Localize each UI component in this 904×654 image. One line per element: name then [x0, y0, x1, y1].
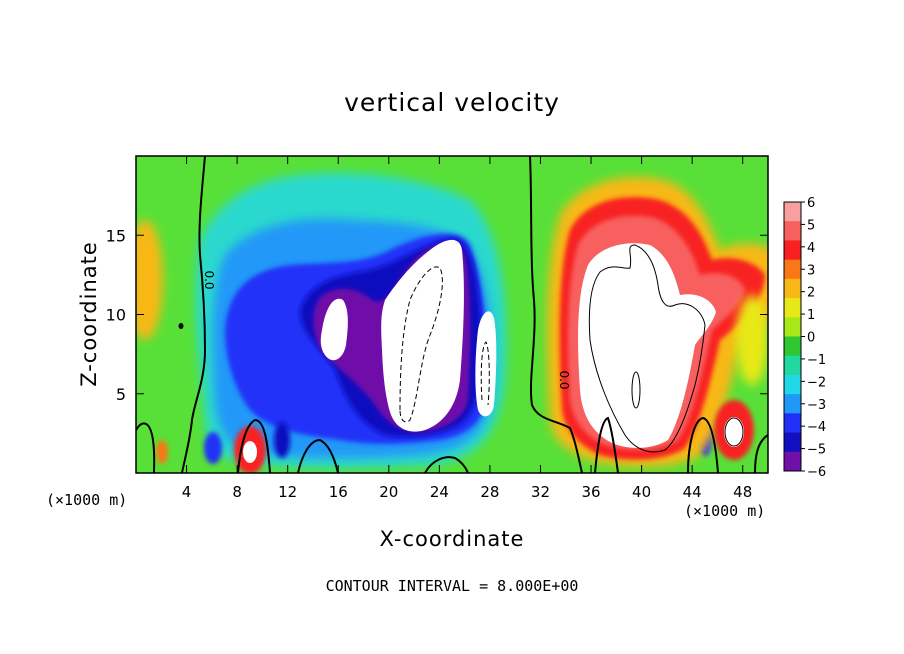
colorbar-tick-label: 0: [807, 331, 815, 346]
contour-interval-note: CONTOUR INTERVAL = 8.000E+00: [325, 577, 579, 595]
y-axis-label: Z-coordinate: [77, 241, 101, 387]
colorbar: 6 5 4 3 2 1 0 −1 −2 −3 −4 −5 −6: [783, 196, 826, 480]
ground-downdraft-2: [274, 422, 290, 458]
colorbar-swatch: [784, 202, 801, 222]
x-tick-label: 36: [581, 483, 600, 501]
colorbar-swatch: [784, 221, 801, 241]
colorbar-tick-label: 3: [807, 263, 815, 278]
colorbar-tick-label: −4: [807, 420, 826, 435]
x-tick-label: 8: [232, 483, 242, 501]
colorbar-tick-label: 5: [807, 218, 815, 233]
colorbar-swatch: [784, 317, 801, 337]
colorbar-tick-label: 6: [807, 196, 815, 211]
contour-zero-ground-2: [297, 438, 339, 473]
colorbar-swatch: [784, 240, 801, 261]
chart-title: vertical velocity: [344, 88, 560, 117]
contour-zero-ground-5: [687, 416, 719, 473]
colorbar-tick-label: −3: [807, 398, 826, 413]
downdraft-core-left: [320, 298, 348, 361]
x-tick-label: 28: [480, 483, 499, 501]
colorbar-swatch: [784, 432, 801, 453]
contour-zero-ground-1: [237, 418, 271, 473]
y-tick-label: 15: [106, 226, 126, 245]
contour-positive-small-2: [724, 417, 744, 447]
colorbar-tick-label: −6: [807, 465, 826, 480]
y-axis: 5 10 15: [106, 226, 768, 404]
colorbar-swatch: [784, 259, 801, 280]
contour-positive: [588, 244, 706, 453]
x-unit-label-right: (×1000 m): [684, 502, 766, 520]
heatmap-field: [136, 156, 768, 473]
x-tick-label: 16: [329, 483, 348, 501]
updraft-cell-ground-left-inner: [243, 441, 257, 463]
colorbar-tick-label: 4: [807, 241, 815, 256]
contour-negative-right: [480, 341, 490, 406]
x-axis: 4 8 12 16 20 24 28 32 36 40 44 48: [182, 156, 752, 501]
colorbar-swatch: [784, 413, 801, 434]
x-tick-label: 20: [379, 483, 398, 501]
contour-zero-left: [181, 156, 207, 473]
updraft-cell-ground-right-inner: [724, 417, 744, 447]
updraft-cell-upper-left: [136, 220, 163, 340]
colorbar-tick-label: 1: [807, 308, 815, 323]
colorbar-tick-label: −5: [807, 443, 826, 458]
y-tick-label: 5: [116, 385, 126, 404]
ground-downdraft-1: [204, 432, 222, 464]
contour-small-left: [178, 323, 184, 329]
weak-updraft-right-edge: [736, 295, 768, 385]
x-tick-label: 4: [182, 483, 192, 501]
downdraft-core-center: [381, 239, 464, 432]
x-axis-label: X-coordinate: [379, 527, 525, 551]
y-tick-label: 10: [106, 306, 126, 325]
contour-zero-mid: [529, 156, 583, 473]
colorbar-tick-label: −2: [807, 375, 826, 390]
colorbar-swatch: [784, 298, 801, 318]
x-tick-label: 24: [430, 483, 449, 501]
contour-negative-center: [399, 266, 443, 423]
downdraft-core-right: [475, 311, 497, 417]
colorbar-swatch: [784, 278, 801, 299]
x-unit-label-left: (×1000 m): [46, 491, 128, 509]
colorbar-swatch: [784, 336, 801, 357]
contour-zero-ground-4: [594, 416, 619, 473]
colorbar-swatch: [784, 374, 801, 395]
x-tick-label: 48: [733, 483, 752, 501]
updraft-cell-low-left: [156, 440, 168, 464]
contour-label-left: 0.0: [202, 270, 216, 289]
contour-zero-ground-6: [136, 422, 156, 473]
contour-label-mid: 0.0: [557, 370, 571, 389]
zero-contours: [136, 156, 768, 473]
colorbar-swatch: [784, 451, 801, 472]
colorbar-swatch: [784, 394, 801, 414]
x-tick-label: 40: [632, 483, 651, 501]
contour-zero-ground-3: [424, 456, 469, 473]
x-tick-label: 44: [683, 483, 702, 501]
contour-positive-small-1: [631, 371, 641, 409]
contour-zero-ground-7: [754, 434, 768, 473]
colorbar-tick-label: −1: [807, 353, 826, 368]
x-tick-label: 32: [531, 483, 550, 501]
x-tick-label: 12: [278, 483, 297, 501]
colorbar-tick-label: 2: [807, 286, 815, 301]
colorbar-swatch: [784, 355, 801, 376]
updraft-core: [578, 243, 716, 448]
